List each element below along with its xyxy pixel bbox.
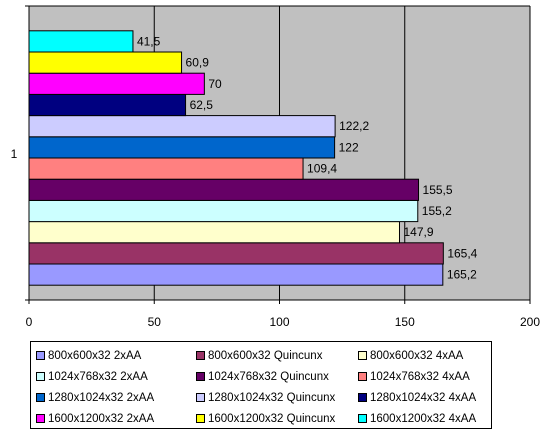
- legend-label: 1280x1024x32 Quincunx: [208, 391, 336, 404]
- legend-swatch: [36, 372, 45, 381]
- legend-item: 1024x768x32 Quincunx: [196, 366, 358, 387]
- data-label: 155,2: [422, 204, 452, 218]
- legend-swatch: [36, 351, 45, 360]
- data-label: 70: [208, 77, 222, 91]
- legend-swatch: [196, 351, 205, 360]
- bar: [28, 30, 134, 53]
- legend-label: 800x600x32 Quincunx: [208, 349, 323, 362]
- legend-label: 1280x1024x32 2xAA: [48, 391, 155, 404]
- bar: [28, 51, 183, 74]
- bar: [28, 263, 444, 286]
- data-label: 122: [339, 140, 359, 154]
- x-tick-label: 50: [148, 315, 162, 329]
- data-label: 41,5: [137, 34, 161, 48]
- legend-item: 1600x1200x32 4xAA: [358, 408, 496, 429]
- legend-label: 1280x1024x32 4xAA: [370, 391, 477, 404]
- x-tick-label: 0: [26, 315, 33, 329]
- legend-swatch: [36, 414, 45, 423]
- legend-swatch: [196, 372, 205, 381]
- legend-item: 1024x768x32 2xAA: [36, 366, 196, 387]
- legend-swatch: [196, 393, 205, 402]
- legend-item: 800x600x32 2xAA: [36, 345, 196, 366]
- legend-label: 1024x768x32 2xAA: [48, 370, 148, 383]
- legend-swatch: [196, 414, 205, 423]
- legend-label: 1600x1200x32 Quincunx: [208, 412, 336, 425]
- data-label: 62,5: [190, 98, 214, 112]
- legend-label: 1600x1200x32 2xAA: [48, 412, 155, 425]
- data-label: 165,2: [447, 268, 477, 282]
- bar: [28, 93, 187, 117]
- bar: [28, 115, 336, 138]
- legend-label: 800x600x32 2xAA: [48, 349, 142, 362]
- legend-item: 800x600x32 Quincunx: [196, 345, 358, 366]
- legend-item: 800x600x32 4xAA: [358, 345, 496, 366]
- x-tick-label: 100: [269, 315, 289, 329]
- legend-swatch: [358, 372, 367, 381]
- legend-item: 1024x768x32 4xAA: [358, 366, 496, 387]
- bar: [28, 178, 420, 201]
- data-label: 165,4: [447, 246, 477, 260]
- data-label: 155,5: [423, 183, 453, 197]
- legend-swatch: [358, 393, 367, 402]
- bar: [28, 199, 419, 223]
- bar: [28, 221, 400, 244]
- legend-item: 1600x1200x32 Quincunx: [196, 408, 358, 429]
- data-label: 122,2: [339, 119, 369, 133]
- x-tick-label: 200: [520, 315, 540, 329]
- bar: [28, 157, 304, 180]
- legend-item: 1280x1024x32 Quincunx: [196, 387, 358, 408]
- legend-swatch: [358, 414, 367, 423]
- x-tick-label: 150: [395, 315, 415, 329]
- legend-label: 1024x768x32 Quincunx: [208, 370, 329, 383]
- bar: [28, 72, 205, 95]
- bar: [28, 136, 336, 159]
- data-label: 60,9: [186, 56, 210, 70]
- legend-label: 800x600x32 4xAA: [370, 349, 464, 362]
- legend: 800x600x32 2xAA 800x600x32 Quincunx 800x60…: [30, 341, 492, 429]
- axes: 0 50 100 150 200 1: [11, 5, 540, 329]
- legend-item: 1600x1200x32 2xAA: [36, 408, 196, 429]
- legend-label: 1024x768x32 4xAA: [370, 370, 470, 383]
- legend-swatch: [358, 351, 367, 360]
- legend-item: 1280x1024x32 2xAA: [36, 387, 196, 408]
- legend-label: 1600x1200x32 4xAA: [370, 412, 477, 425]
- data-label: 147,9: [403, 225, 433, 239]
- y-category-label: 1: [11, 147, 18, 161]
- bar: [28, 242, 444, 265]
- legend-swatch: [36, 393, 45, 402]
- data-label: 109,4: [307, 162, 337, 176]
- legend-item: 1280x1024x32 4xAA: [358, 387, 496, 408]
